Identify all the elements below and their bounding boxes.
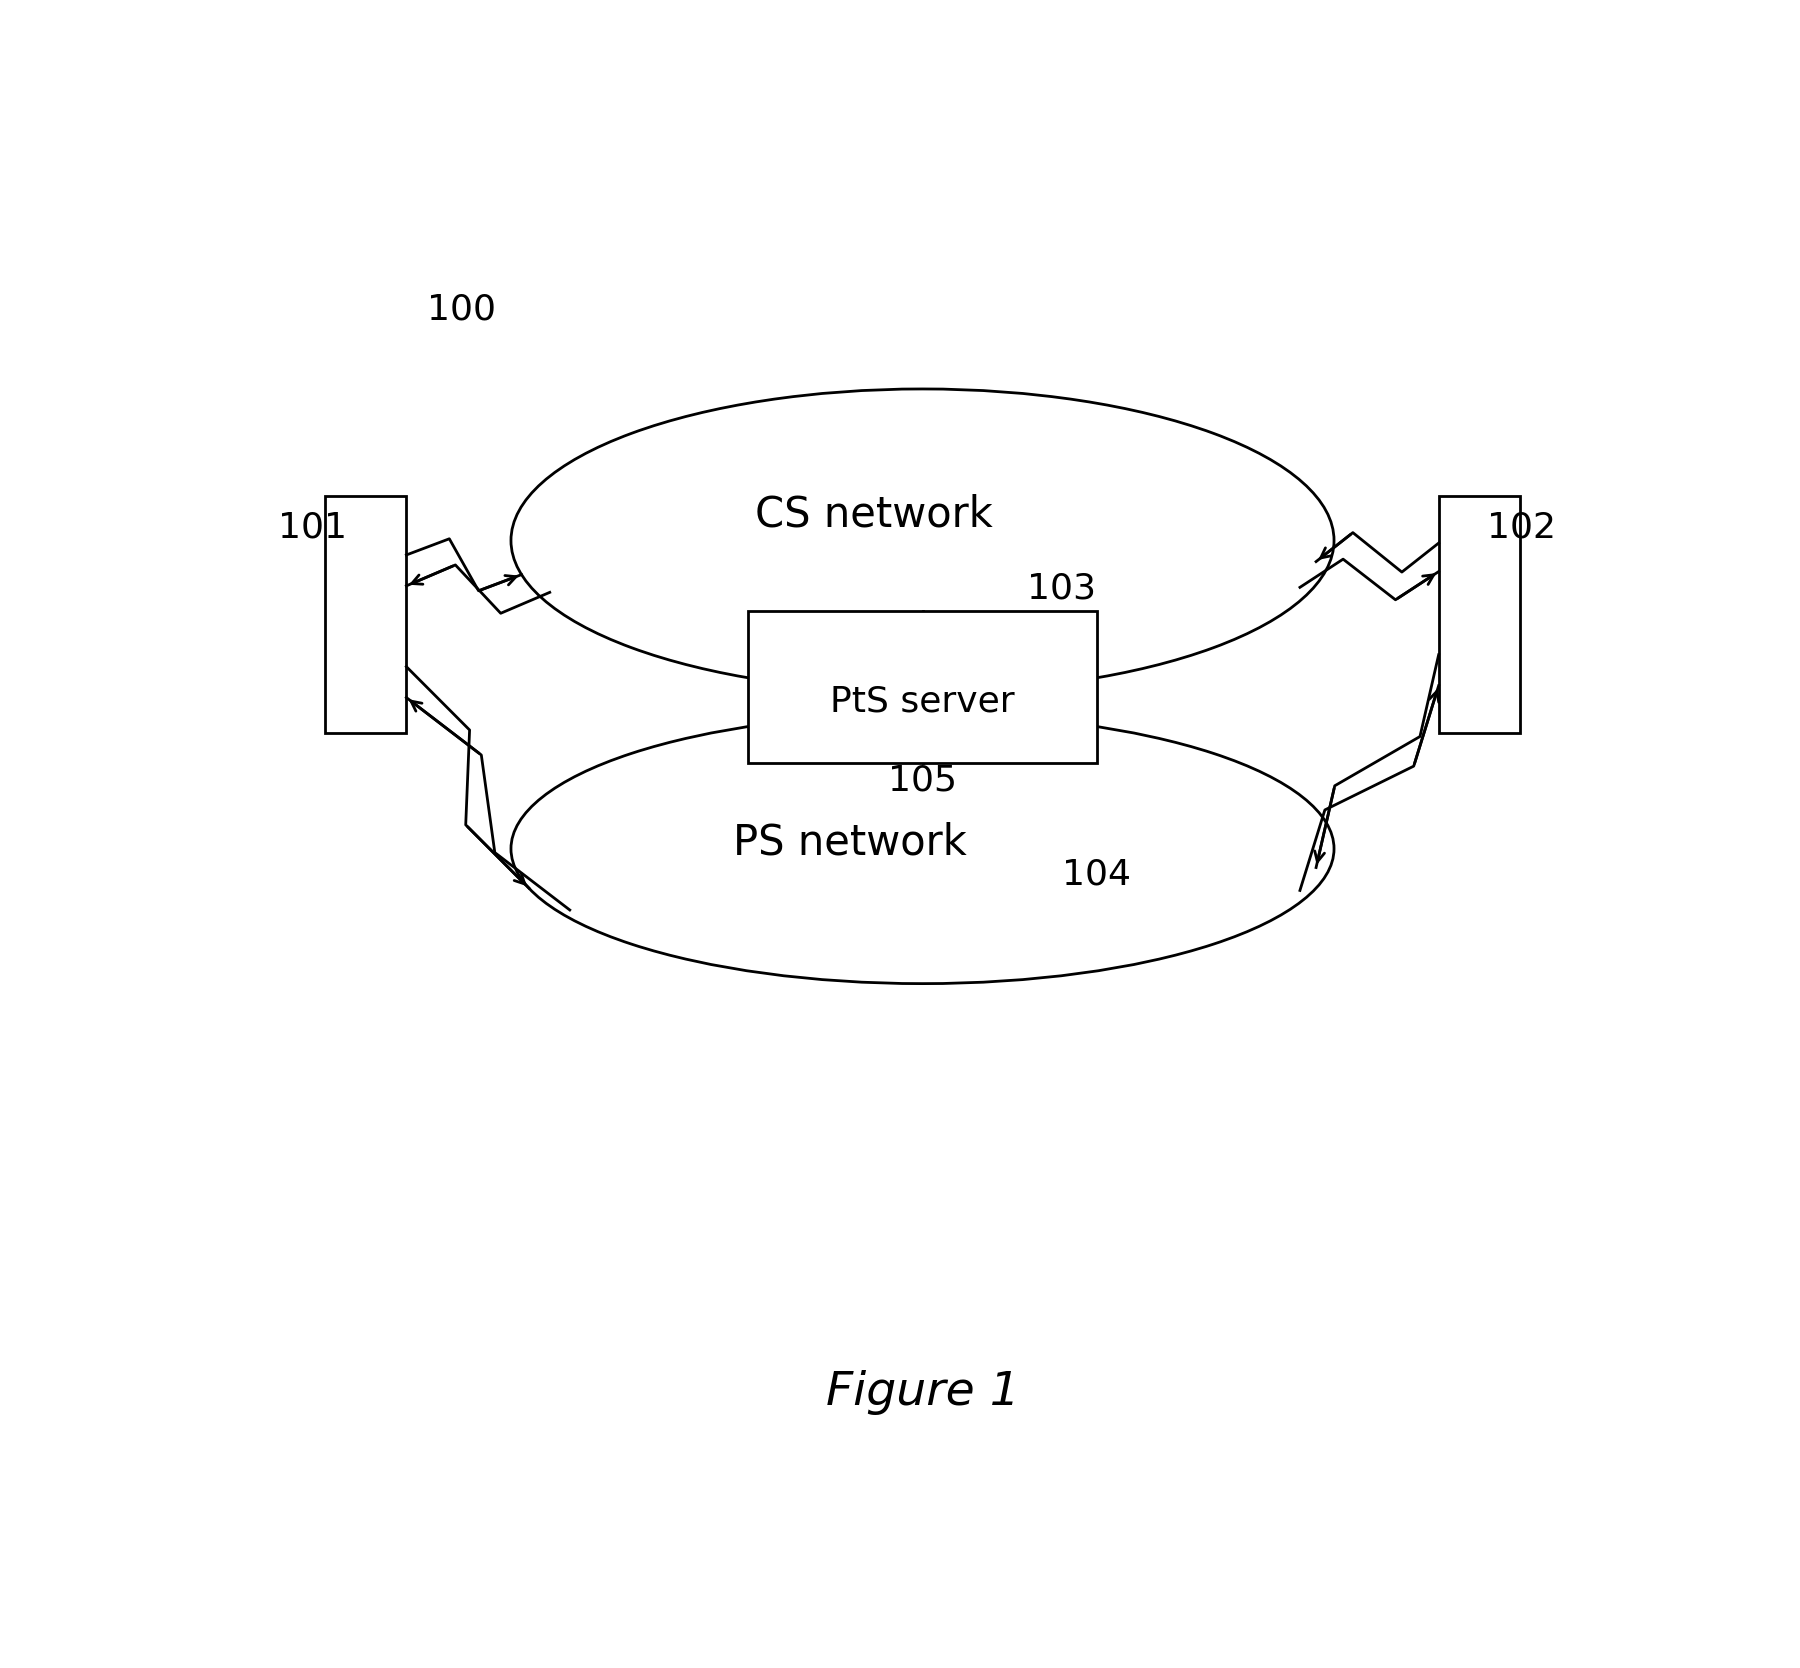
Text: 104: 104 xyxy=(1062,857,1130,891)
Text: Figure 1: Figure 1 xyxy=(826,1369,1019,1414)
Text: CS network: CS network xyxy=(754,494,992,535)
Text: 102: 102 xyxy=(1487,510,1557,545)
Bar xyxy=(749,610,1096,762)
Text: 105: 105 xyxy=(887,764,958,797)
Bar xyxy=(1438,495,1519,734)
Text: PS network: PS network xyxy=(733,821,967,864)
Text: PtS server: PtS server xyxy=(830,684,1015,717)
Text: 103: 103 xyxy=(1028,570,1096,605)
Text: 100: 100 xyxy=(427,292,497,327)
Text: 101: 101 xyxy=(277,510,347,545)
Bar xyxy=(326,495,407,734)
